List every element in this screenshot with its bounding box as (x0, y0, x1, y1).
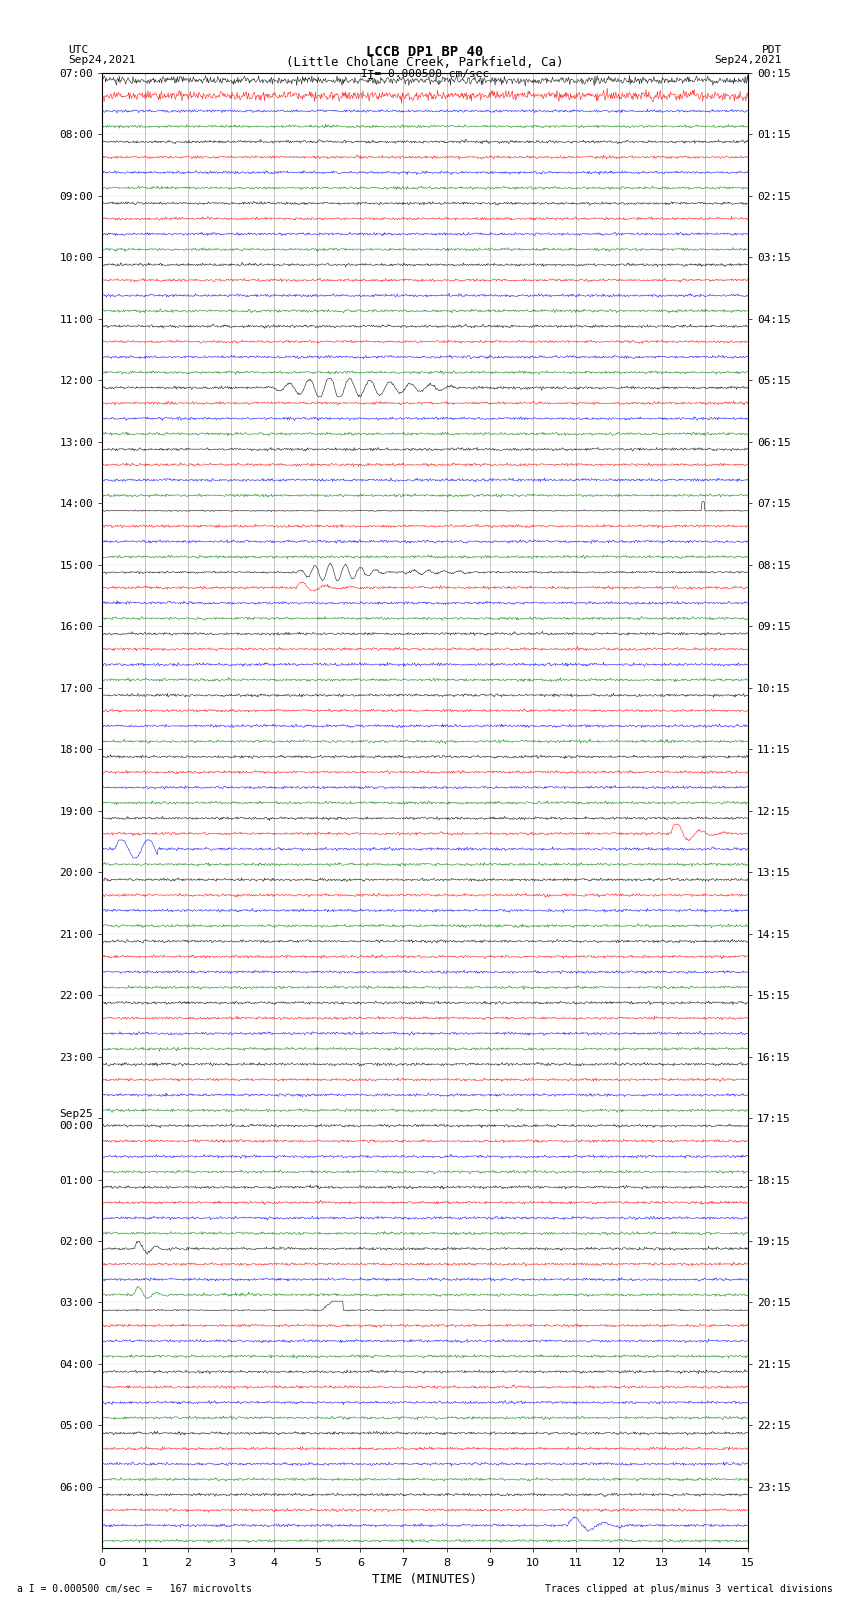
Text: PDT: PDT (762, 45, 782, 55)
Text: Sep24,2021: Sep24,2021 (68, 55, 135, 65)
Text: I: I (366, 69, 374, 82)
Text: I = 0.000500 cm/sec: I = 0.000500 cm/sec (361, 69, 489, 79)
Text: Sep24,2021: Sep24,2021 (715, 55, 782, 65)
Text: Traces clipped at plus/minus 3 vertical divisions: Traces clipped at plus/minus 3 vertical … (545, 1584, 833, 1594)
Text: UTC: UTC (68, 45, 88, 55)
Text: LCCB DP1 BP 40: LCCB DP1 BP 40 (366, 45, 484, 60)
Text: (Little Cholane Creek, Parkfield, Ca): (Little Cholane Creek, Parkfield, Ca) (286, 56, 564, 69)
Text: a I = 0.000500 cm/sec =   167 microvolts: a I = 0.000500 cm/sec = 167 microvolts (17, 1584, 252, 1594)
X-axis label: TIME (MINUTES): TIME (MINUTES) (372, 1573, 478, 1586)
